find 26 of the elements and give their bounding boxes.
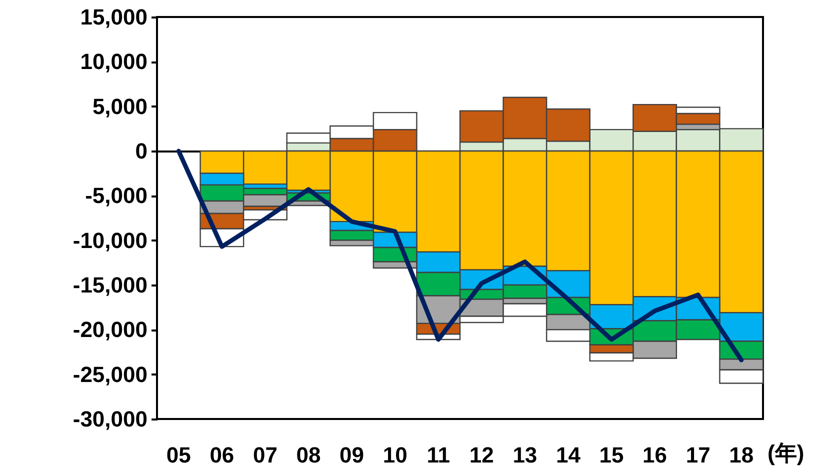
- x-tick-label: 14: [556, 442, 582, 468]
- y-tick-label: 0: [135, 138, 148, 164]
- x-tick-label: 09: [340, 442, 364, 468]
- x-tick-label: 05: [166, 442, 191, 468]
- x-tick-label: 13: [512, 442, 538, 468]
- line-series: [176, 148, 744, 362]
- y-tick-label: -5,000: [85, 183, 148, 208]
- x-tick-label: 07: [252, 442, 278, 468]
- x-tick-label: 15: [599, 442, 624, 468]
- x-tick-label: 17: [686, 442, 710, 468]
- x-tick-label: 10: [382, 442, 408, 468]
- x-tick-label: 08: [296, 442, 321, 468]
- y-tick-label: -20,000: [72, 317, 148, 342]
- y-tick-label: 5,000: [92, 94, 148, 119]
- y-tick-label: -15,000: [72, 272, 148, 298]
- y-tick-label: -30,000: [72, 406, 148, 432]
- y-tick-label: -25,000: [72, 362, 148, 387]
- y-tick-label: 15,000: [80, 4, 148, 30]
- x-tick-label: 18: [729, 442, 754, 468]
- y-tick-label: -10,000: [72, 228, 148, 253]
- x-tick-label: 16: [642, 442, 668, 468]
- y-tick-label: 10,000: [80, 49, 148, 74]
- x-axis-title: (年): [768, 440, 804, 466]
- x-tick-label: 06: [210, 442, 234, 468]
- x-tick-label: 12: [469, 442, 494, 468]
- x-tick-label: 11: [426, 442, 450, 468]
